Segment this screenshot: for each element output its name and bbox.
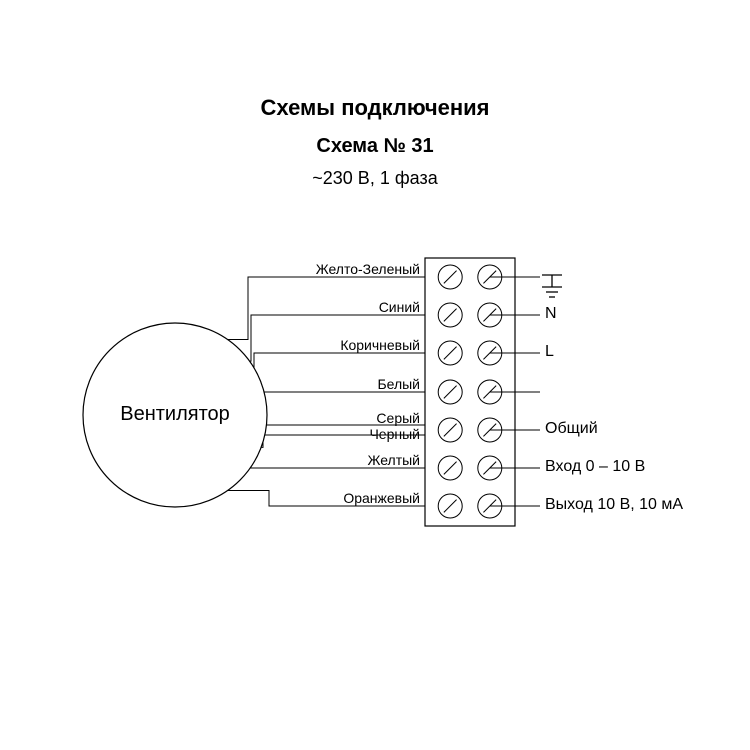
output-label-2: L	[545, 343, 554, 361]
wiring-diagram	[0, 0, 750, 750]
output-label-5: Вход 0 – 10 В	[545, 458, 645, 476]
wire-label-0: Желто-Зеленый	[316, 261, 420, 277]
wire-label-5: Черный	[369, 426, 420, 442]
output-label-6: Выход 10 В, 10 мА	[545, 496, 683, 514]
output-label-4: Общий	[545, 420, 598, 438]
wire-label-7: Оранжевый	[343, 490, 420, 506]
wire-label-6: Желтый	[367, 452, 420, 468]
wire-label-4: Серый	[376, 410, 420, 426]
wire-label-2: Коричневый	[340, 337, 420, 353]
fan-label: Вентилятор	[105, 403, 245, 426]
wire-label-1: Синий	[379, 299, 420, 315]
wire-label-3: Белый	[377, 376, 420, 392]
output-label-1: N	[545, 305, 557, 323]
